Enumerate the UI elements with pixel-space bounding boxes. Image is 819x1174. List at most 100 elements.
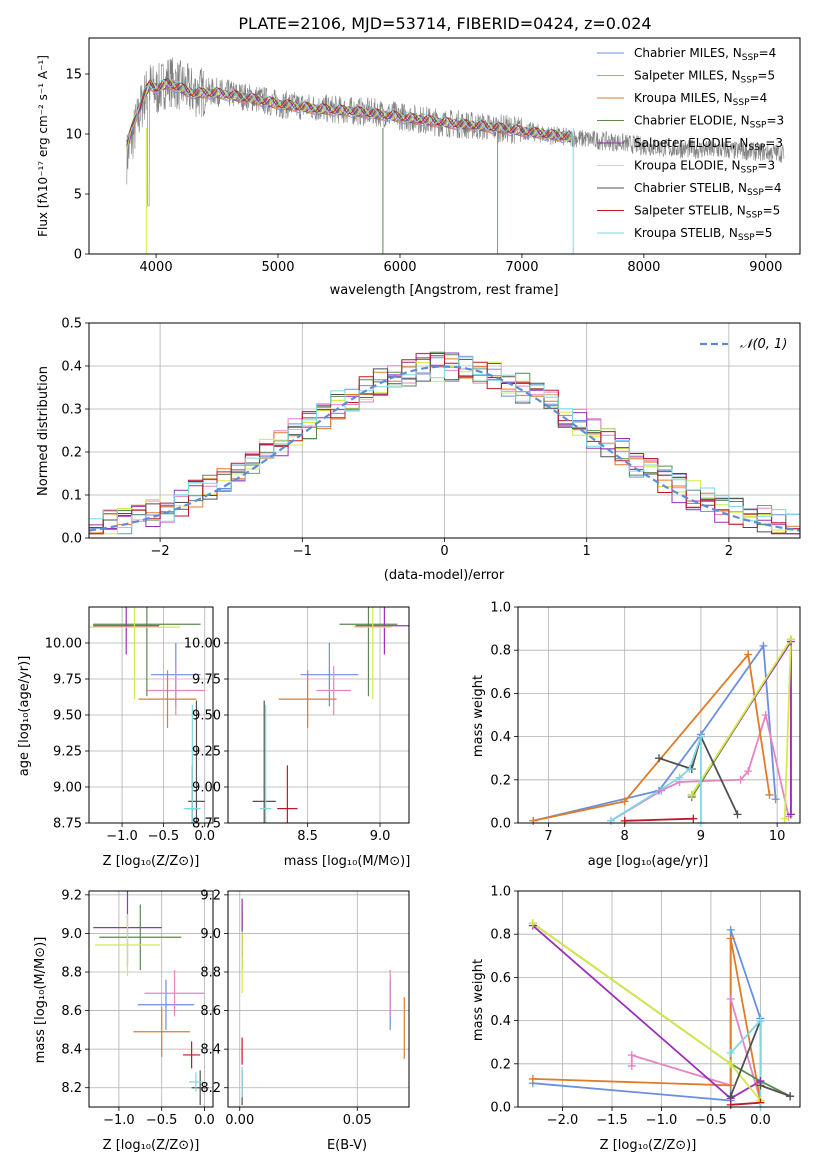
weight_vs_age-line-salpeter-stelib <box>624 817 694 822</box>
spectrum-ytick-label: 10 <box>65 128 82 143</box>
weight_vs_Z-ytick-label: 0.6 <box>490 971 511 986</box>
residuals-xtick-label: 1 <box>583 544 591 559</box>
legend-label-tail: =5 <box>755 226 773 240</box>
weight_vs_Z-marker-kroupa-miles <box>726 934 735 943</box>
mass_vs_EBV-ytick-label: 8.4 <box>200 1043 221 1058</box>
weight_vs_age-marker-kroupa-miles <box>620 797 629 806</box>
weight_vs_age-marker-salpeter-miles <box>657 786 666 795</box>
spectrum-axes: 4000 5000 6000 7000 8000 9000 0 5 10 15 <box>65 37 801 275</box>
mass_vs_Z-xtick-label: −1.0 <box>103 1113 135 1128</box>
age_vs_Z-axes: −1.0 −0.5 0.0 8.75 9.00 9.25 9.50 9.75 10.00 <box>45 606 215 844</box>
age-vs-Z-panel: Z [log₁₀(Z/Z⊙)] age [log₁₀(age/yr)] <box>17 656 199 869</box>
residual-hist-chabrier-stelib <box>89 355 800 535</box>
residuals-ylabel: Normed distribution <box>36 366 51 496</box>
residuals-frame <box>88 322 801 539</box>
weight_vs_Z-xtick-label: −1.0 <box>646 1113 678 1128</box>
legend-label-salpeter-miles: Salpeter MILES, NSSP=5 <box>634 69 775 86</box>
age_vs_mass-ytick-label: 10.00 <box>184 637 221 652</box>
legend-label-tail: =3 <box>765 136 783 150</box>
weight_vs_age-xtick-label: 7 <box>544 829 552 844</box>
weight_vs_Z-line-salpeter-stelib <box>730 1101 761 1106</box>
mass_vs_EBV-xtick-label: 0.05 <box>343 1113 372 1128</box>
mass_vs_Z-xtick-label: 0.0 <box>194 1113 215 1128</box>
spectrum-xtick-label: 4000 <box>140 260 173 275</box>
weight_vs_Z-marker-kroupa-elodie <box>726 1059 735 1068</box>
weight_vs_Z-marker-salpeter-miles <box>726 995 735 1003</box>
mass_vs_EBV-plot-area <box>241 898 405 1106</box>
weight_vs_Z-ytick-label: 0.8 <box>490 928 511 943</box>
residuals-panel: (data-model)/error Normed distribution 𝒩… <box>36 337 787 583</box>
mass-vs-EBV-panel: E(B-V) <box>327 1138 367 1153</box>
weight_vs_age-marker-kroupa-stelib <box>606 816 615 825</box>
weight_vs_age-xtick-label: 9 <box>697 829 705 844</box>
mass_vs_EBV-ytick-label: 9.2 <box>200 888 221 903</box>
age_vs_mass-ytick-label: 9.75 <box>192 673 221 688</box>
weight_vs_Z-marker-salpeter-miles <box>627 1051 636 1060</box>
legend-label-salpeter-stelib: Salpeter STELIB, NSSP=5 <box>634 204 780 221</box>
mass-vs-EBV-xlabel: E(B-V) <box>327 1138 367 1153</box>
weight_vs_Z-marker-kroupa-miles <box>726 1081 735 1090</box>
spectrum-ylabel: Flux [fλ10⁻¹⁷ erg cm⁻² s⁻¹ A⁻¹] <box>36 55 50 237</box>
legend-label-kroupa-elodie: Kroupa ELODIE, NSSP=3 <box>634 159 775 176</box>
residuals-axes: −2 −1 0 1 2 0.0 0.1 0.2 0.3 0.4 0.5 <box>61 317 801 559</box>
weight_vs_age-frame <box>517 606 801 824</box>
mass_vs_Z-frame <box>88 890 214 1108</box>
age_vs_Z-ytick-label: 9.25 <box>53 745 82 760</box>
spectrum-xlabel: wavelength [Angstrom, rest frame] <box>330 283 559 298</box>
weight_vs_Z-marker-kroupa-stelib <box>756 1016 765 1025</box>
spectrum-xtick-label: 8000 <box>627 260 660 275</box>
residuals-ytick-label: 0.2 <box>61 446 82 461</box>
legend-label-sub: SSP <box>747 188 764 198</box>
age_vs_Z-ytick-label: 9.00 <box>53 781 82 796</box>
mass_vs_Z-axes: −1.0 −0.5 0.0 8.2 8.4 8.6 8.8 9.0 9.2 <box>61 888 214 1128</box>
residuals-xtick-label: 0 <box>440 544 448 559</box>
weight_vs_Z-marker-salpeter-stelib <box>726 1100 735 1109</box>
spectrum-model-line-salpeter-stelib <box>126 78 571 142</box>
age_vs_mass-ytick-label: 9.00 <box>192 781 221 796</box>
weight-vs-age-xlabel: age [log₁₀(age/yr)] <box>588 854 709 869</box>
weight_vs_Z-marker-chabrier-stelib <box>786 1092 795 1101</box>
weight_vs_Z-line-salpeter-miles <box>630 998 762 1101</box>
weight_vs_age-marker-kroupa-miles <box>529 816 538 825</box>
weight_vs_age-line-kroupa-miles <box>533 652 771 822</box>
legend-label-tail: =3 <box>757 159 775 173</box>
spectrum-xtick-label: 9000 <box>749 260 782 275</box>
weight_vs_Z-frame <box>517 890 801 1108</box>
weight_vs_age-marker-kroupa-elodie <box>780 814 789 823</box>
weight_vs_Z-xtick-label: −0.5 <box>695 1113 727 1128</box>
mass_vs_Z-ytick-label: 8.6 <box>61 1004 82 1019</box>
residuals-xtick-label: 2 <box>725 544 733 559</box>
residuals-ytick-label: 0.0 <box>61 532 82 547</box>
spectrum-plot-area <box>126 57 785 254</box>
weight_vs_Z-ytick-label: 1.0 <box>490 885 511 900</box>
weight_vs_age-marker-kroupa-miles <box>765 790 774 799</box>
mass_vs_Z-xtick-label: −0.5 <box>146 1113 178 1128</box>
mass_vs_EBV-ytick-label: 8.8 <box>200 966 221 981</box>
mass_vs_Z-ytick-label: 8.2 <box>61 1081 82 1096</box>
legend-label-tail: =3 <box>766 114 784 128</box>
residuals-xtick-label: −1 <box>293 544 312 559</box>
weight_vs_Z-marker-kroupa-elodie <box>528 919 537 928</box>
mass_vs_EBV-ytick-label: 8.2 <box>200 1081 221 1096</box>
weight_vs_age-marker-kroupa-stelib <box>696 732 705 741</box>
spectrum-legend: Chabrier MILES, NSSP=4 Salpeter MILES, NS… <box>597 46 784 243</box>
mass_vs_EBV-ytick-label: 8.6 <box>200 1004 221 1019</box>
residuals-legend-label: 𝒩(0, 1) <box>740 337 787 352</box>
spectrum-frame <box>88 37 801 255</box>
weight_vs_Z-ytick-label: 0.4 <box>490 1014 511 1029</box>
residuals-ytick-label: 0.3 <box>61 403 82 418</box>
legend-label-sub: SSP <box>748 143 765 153</box>
weight_vs_age-axes: 7 8 9 10 0.0 0.2 0.4 0.6 0.8 1.0 <box>490 601 801 844</box>
weight_vs_age-ytick-label: 0.8 <box>490 644 511 659</box>
weight_vs_Z-marker-kroupa-miles <box>528 1074 537 1083</box>
age_vs_Z-xtick-label: −1.0 <box>106 829 138 844</box>
legend-label-sub: SSP <box>742 53 759 63</box>
weight_vs_Z-marker-chabrier-stelib <box>756 1081 765 1090</box>
mass-vs-Z-ylabel: mass [log₁₀(M/M⊙)] <box>33 937 48 1064</box>
weight_vs_Z-marker-kroupa-stelib <box>726 1049 735 1057</box>
mass_vs_Z-plot-area <box>93 891 209 1106</box>
legend-label-sub: SSP <box>733 98 750 108</box>
spectrum-ytick-label: 5 <box>74 188 82 203</box>
weight-vs-Z-ylabel: mass weight <box>471 959 486 1041</box>
